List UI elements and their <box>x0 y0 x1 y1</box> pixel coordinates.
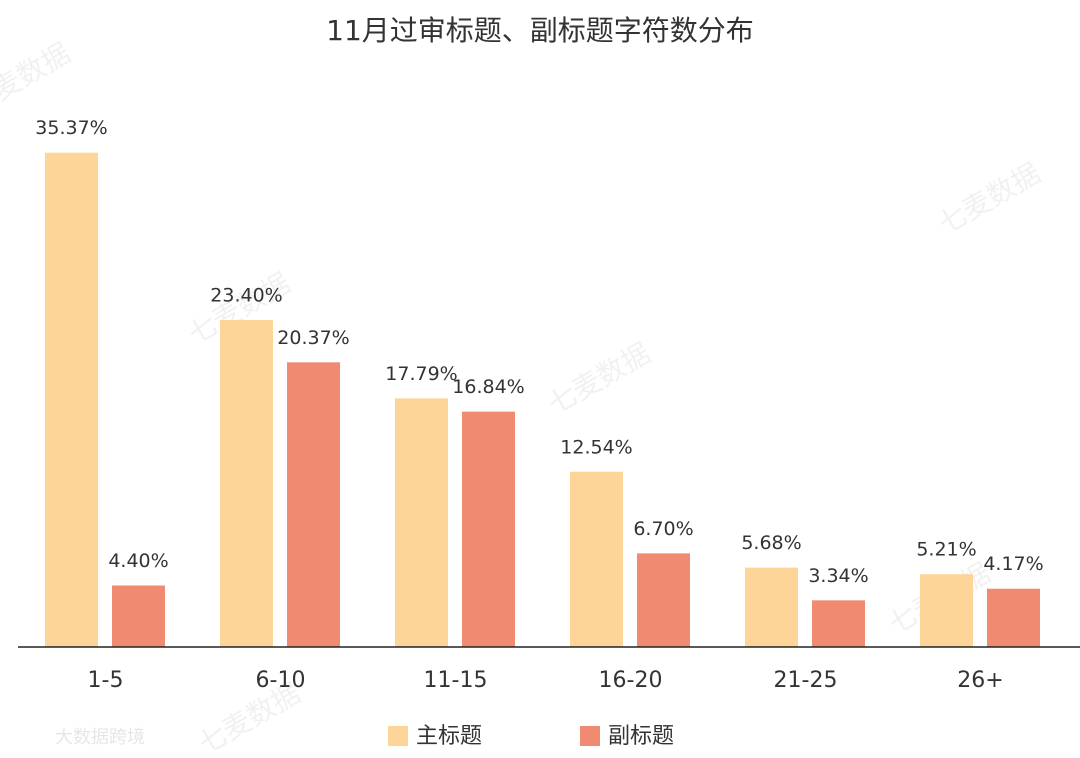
legend-label: 主标题 <box>416 724 482 749</box>
value-label: 35.37% <box>35 117 107 139</box>
bar <box>637 553 690 647</box>
x-tick-label: 21-25 <box>774 668 838 693</box>
value-label: 16.84% <box>452 376 524 398</box>
value-label: 3.34% <box>808 565 868 587</box>
watermark: 七麦数据 <box>542 336 656 421</box>
value-label: 4.40% <box>108 550 168 572</box>
bar <box>745 567 798 647</box>
bar <box>812 600 865 647</box>
value-label: 5.21% <box>916 539 976 561</box>
bar <box>287 362 340 647</box>
bar <box>462 411 515 647</box>
value-label: 4.17% <box>983 553 1043 575</box>
legend-swatch <box>580 726 600 746</box>
x-tick-label: 11-15 <box>424 668 488 693</box>
bar <box>220 319 273 647</box>
value-label: 20.37% <box>277 327 349 349</box>
x-tick-label: 26+ <box>957 668 1003 693</box>
x-tick-label: 16-20 <box>599 668 663 693</box>
value-label: 5.68% <box>741 532 801 554</box>
value-label: 23.40% <box>210 284 282 306</box>
bar <box>395 398 448 647</box>
bar <box>45 152 98 647</box>
watermark: 大数据跨境 <box>55 727 145 748</box>
bar <box>570 471 623 647</box>
bar <box>920 574 973 647</box>
x-tick-label: 6-10 <box>256 668 306 693</box>
watermark: 七麦数据 <box>0 36 76 121</box>
legend-label: 副标题 <box>608 724 674 749</box>
value-label: 6.70% <box>633 518 693 540</box>
bar <box>987 588 1040 647</box>
chart-title: 11月过审标题、副标题字符数分布 <box>326 14 754 47</box>
watermark: 七麦数据 <box>932 156 1046 241</box>
value-label: 17.79% <box>385 363 457 385</box>
legend-swatch <box>388 726 408 746</box>
x-tick-label: 1-5 <box>88 668 124 693</box>
value-label: 12.54% <box>560 436 632 458</box>
bar <box>112 585 165 647</box>
